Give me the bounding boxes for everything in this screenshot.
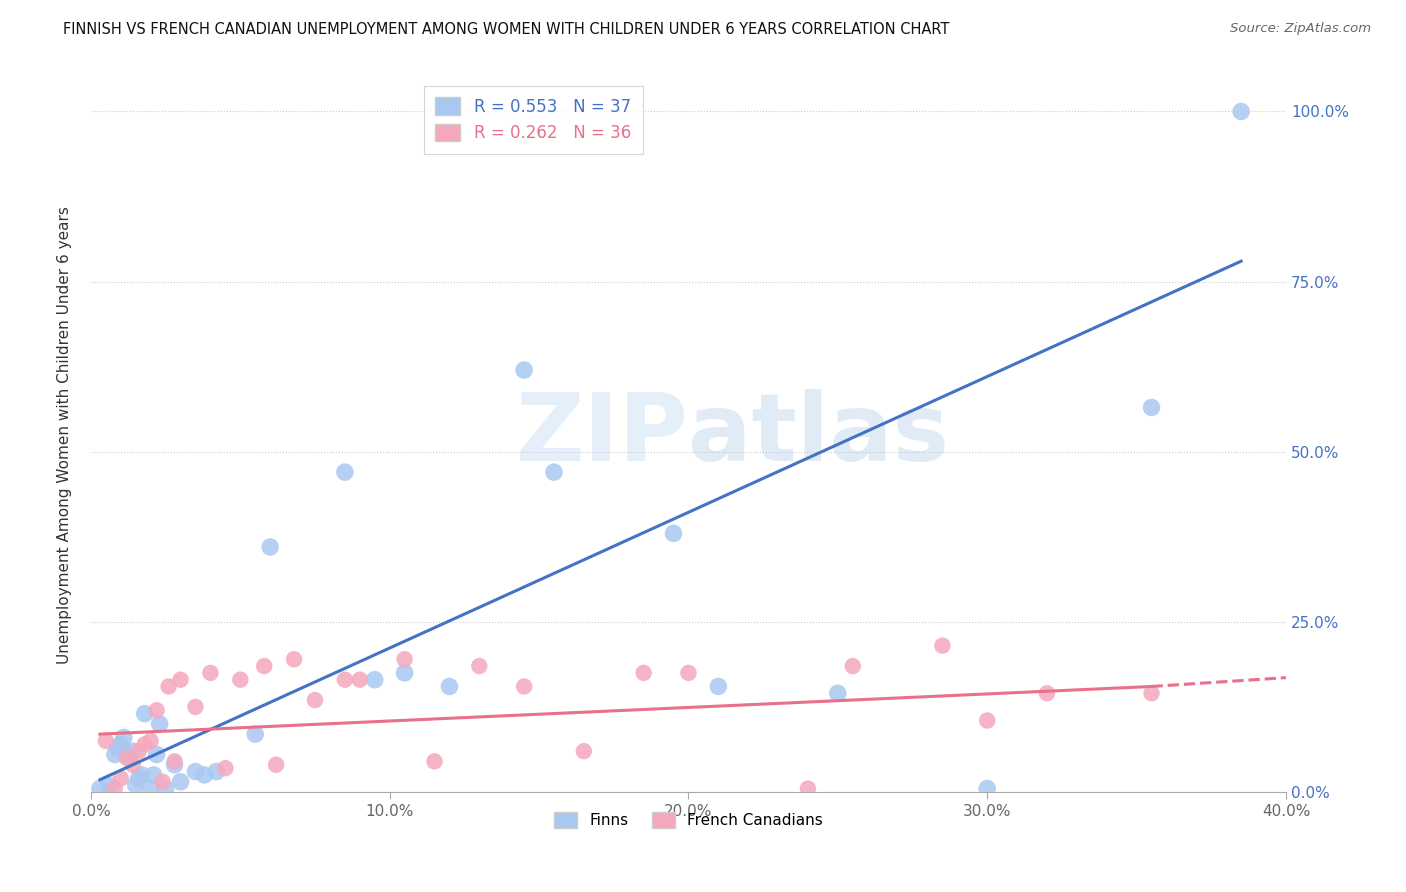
Point	[107, 740, 129, 755]
Y-axis label: Unemployment Among Women with Children Under 6 years: Unemployment Among Women with Children U…	[58, 206, 72, 664]
Point	[149, 717, 172, 731]
Point	[112, 731, 135, 745]
Point	[423, 755, 446, 769]
Point	[94, 734, 117, 748]
Point	[184, 699, 207, 714]
Point	[976, 714, 998, 728]
Point	[110, 737, 132, 751]
Point	[121, 757, 143, 772]
Point	[125, 778, 148, 792]
Point	[139, 781, 162, 796]
Text: ZIP: ZIP	[516, 389, 689, 481]
Point	[827, 686, 849, 700]
Point	[193, 768, 215, 782]
Point	[229, 673, 252, 687]
Point	[842, 659, 865, 673]
Point	[513, 680, 536, 694]
Point	[163, 757, 186, 772]
Point	[157, 680, 180, 694]
Point	[1036, 686, 1059, 700]
Point	[797, 781, 820, 796]
Point	[543, 465, 565, 479]
Text: FINNISH VS FRENCH CANADIAN UNEMPLOYMENT AMONG WOMEN WITH CHILDREN UNDER 6 YEARS : FINNISH VS FRENCH CANADIAN UNEMPLOYMENT …	[63, 22, 949, 37]
Point	[110, 772, 132, 786]
Point	[304, 693, 326, 707]
Point	[662, 526, 685, 541]
Point	[142, 768, 165, 782]
Point	[169, 774, 191, 789]
Point	[163, 755, 186, 769]
Point	[134, 737, 156, 751]
Point	[128, 744, 150, 758]
Point	[1140, 401, 1163, 415]
Point	[707, 680, 730, 694]
Point	[513, 363, 536, 377]
Point	[118, 751, 141, 765]
Point	[115, 747, 138, 762]
Point	[145, 703, 167, 717]
Point	[633, 665, 655, 680]
Point	[104, 781, 127, 796]
Point	[131, 768, 153, 782]
Point	[214, 761, 236, 775]
Point	[139, 734, 162, 748]
Text: Source: ZipAtlas.com: Source: ZipAtlas.com	[1230, 22, 1371, 36]
Point	[333, 673, 356, 687]
Point	[678, 665, 700, 680]
Point	[264, 757, 287, 772]
Point	[145, 747, 167, 762]
Point	[115, 751, 138, 765]
Point	[134, 706, 156, 721]
Point	[253, 659, 276, 673]
Point	[205, 764, 228, 779]
Point	[572, 744, 595, 758]
Point	[364, 673, 387, 687]
Point	[259, 540, 281, 554]
Point	[200, 665, 222, 680]
Text: atlas: atlas	[689, 389, 949, 481]
Point	[97, 778, 120, 792]
Point	[439, 680, 461, 694]
Point	[152, 774, 174, 789]
Point	[394, 665, 416, 680]
Point	[976, 781, 998, 796]
Point	[468, 659, 491, 673]
Legend: Finns, French Canadians: Finns, French Canadians	[548, 806, 828, 834]
Point	[128, 772, 150, 786]
Point	[283, 652, 305, 666]
Point	[931, 639, 953, 653]
Point	[1140, 686, 1163, 700]
Point	[1230, 104, 1253, 119]
Point	[104, 747, 127, 762]
Point	[333, 465, 356, 479]
Point	[89, 781, 111, 796]
Point	[245, 727, 267, 741]
Point	[169, 673, 191, 687]
Point	[184, 764, 207, 779]
Point	[394, 652, 416, 666]
Point	[155, 781, 177, 796]
Point	[121, 744, 143, 758]
Point	[349, 673, 371, 687]
